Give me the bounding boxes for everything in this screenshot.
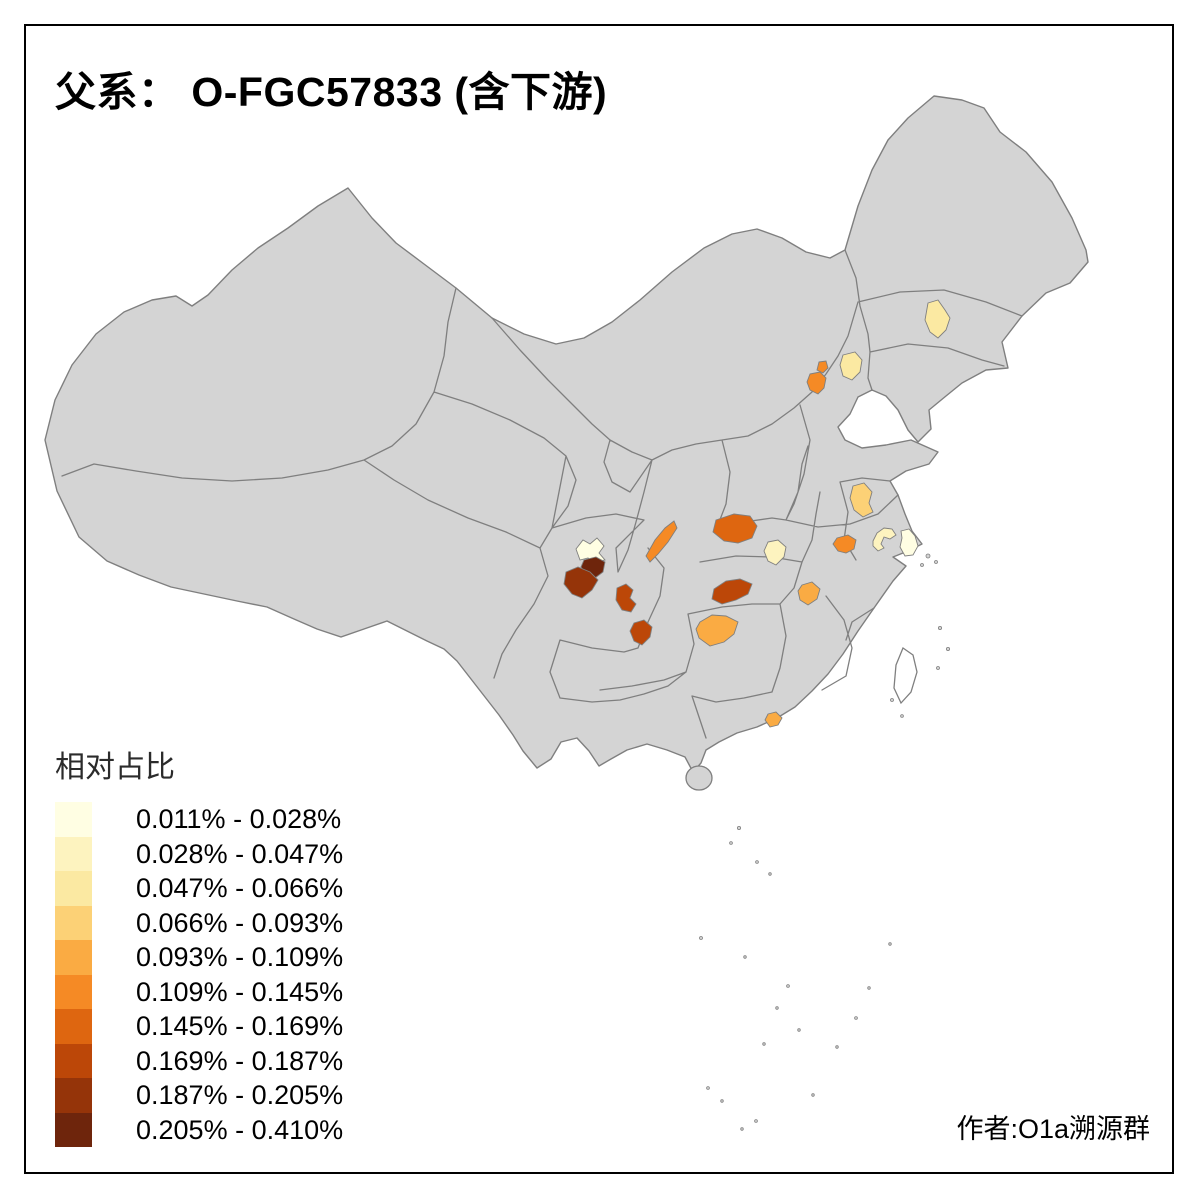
legend-row-6: 0.109% - 0.145%	[55, 974, 344, 1009]
island-dot-19	[867, 986, 871, 990]
legend-row-1: 0.011% - 0.028%	[55, 802, 343, 837]
island-dot-5	[946, 647, 951, 652]
region-jiangxi	[797, 581, 821, 606]
legend-label-6: 0.109% - 0.145%	[136, 976, 344, 1007]
legend-label-2: 0.028% - 0.047%	[136, 838, 344, 869]
legend-swatch-8	[55, 1043, 92, 1078]
region-jiangsu-south	[872, 527, 897, 552]
island-dot-23	[706, 1086, 710, 1090]
legend-swatch-4	[55, 905, 92, 940]
legend-row-9: 0.187% - 0.205%	[55, 1078, 343, 1113]
region-chongqing-west	[615, 583, 637, 613]
region-jiangsu-mid	[849, 482, 874, 518]
island-dot-6	[936, 666, 940, 670]
island-dot-12	[768, 872, 772, 876]
region-east-of-beijing	[839, 351, 863, 381]
legend-swatch-6	[55, 974, 92, 1009]
island-dot-3	[920, 563, 924, 567]
legend-row-5: 0.093% - 0.109%	[55, 940, 343, 975]
region-northeast	[924, 299, 951, 339]
island-dot-11	[755, 860, 759, 864]
legend-label-4: 0.066% - 0.093%	[136, 907, 344, 938]
region-sichuan-ivory	[575, 537, 606, 563]
island-dot-21	[854, 1016, 858, 1020]
island-dot-24	[720, 1099, 724, 1103]
legend-row-3: 0.047% - 0.066%	[55, 871, 343, 906]
region-beijing-small	[816, 360, 829, 374]
legend-label-7: 0.145% - 0.169%	[136, 1011, 344, 1041]
legend-title: 相对占比	[55, 751, 175, 784]
island-dot-13	[699, 936, 703, 940]
legend-swatch-5	[55, 940, 92, 975]
island-dot-27	[740, 1127, 744, 1131]
legend-row-4: 0.066% - 0.093%	[55, 905, 344, 940]
island-dot-20	[888, 942, 892, 946]
island-dot-16	[775, 1006, 779, 1010]
region-hubei-nw	[712, 513, 758, 544]
region-hubei-east	[763, 539, 787, 566]
region-hunan-nw	[711, 578, 753, 605]
island-dot-18	[762, 1042, 766, 1046]
map-title: 父系： O-FGC57833 (含下游)	[55, 69, 608, 115]
island-dot-22	[835, 1045, 839, 1049]
region-beijing-west	[806, 371, 827, 395]
island-dot-1	[925, 553, 931, 559]
legend-swatch-2	[55, 836, 92, 871]
legend-label-5: 0.093% - 0.109%	[136, 942, 344, 972]
island-dot-25	[754, 1119, 758, 1123]
province-borders	[61, 249, 1023, 739]
legend-label-8: 0.169% - 0.187%	[136, 1045, 344, 1076]
legend-row-10: 0.205% - 0.410%	[55, 1112, 344, 1147]
mainland-landmass	[44, 95, 1089, 773]
island-dot-26	[811, 1093, 815, 1097]
legend-row-8: 0.169% - 0.187%	[55, 1043, 344, 1078]
legend-label-10: 0.205% - 0.410%	[136, 1114, 344, 1145]
island-dot-14	[743, 955, 747, 959]
legend-row-2: 0.028% - 0.047%	[55, 836, 344, 871]
legend-swatch-9	[55, 1078, 92, 1113]
region-shaanxi-south	[645, 520, 678, 563]
taiwan-island	[893, 647, 918, 705]
island-dot-17	[797, 1028, 801, 1032]
region-guangdong-coast	[764, 711, 783, 728]
legend-label-1: 0.011% - 0.028%	[136, 804, 342, 834]
small-islands-group	[699, 553, 951, 1131]
region-hunan-sw	[695, 614, 739, 647]
legend-row-7: 0.145% - 0.169%	[55, 1009, 343, 1044]
island-dot-2	[934, 560, 938, 564]
legend-swatch-10	[55, 1112, 92, 1147]
author-credit: 作者:O1a溯源群	[956, 1114, 1150, 1144]
legend-swatch-3	[55, 871, 92, 906]
legend-swatch-7	[55, 1009, 92, 1044]
region-shanghai-area	[899, 528, 919, 557]
legend-label-9: 0.187% - 0.205%	[136, 1080, 344, 1110]
legend: 相对占比 0.011% - 0.028% 0.028% - 0.047% 0.047…	[55, 742, 343, 1147]
legend-label-3: 0.047% - 0.066%	[136, 873, 344, 903]
island-dot-15	[786, 984, 790, 988]
colored-regions-group	[563, 299, 951, 728]
region-chongqing-south	[629, 619, 653, 646]
island-dot-8	[900, 714, 904, 718]
region-anhui	[832, 534, 857, 554]
island-dot-9	[737, 826, 742, 831]
hainan-island	[685, 765, 713, 791]
legend-rows: 0.011% - 0.028% 0.028% - 0.047% 0.047% - 0…	[55, 802, 343, 1147]
island-dot-7	[890, 698, 894, 702]
region-sichuan-brown	[563, 566, 599, 599]
legend-swatch-1	[55, 802, 92, 837]
island-dot-4	[938, 626, 943, 631]
island-dot-10	[729, 841, 733, 845]
